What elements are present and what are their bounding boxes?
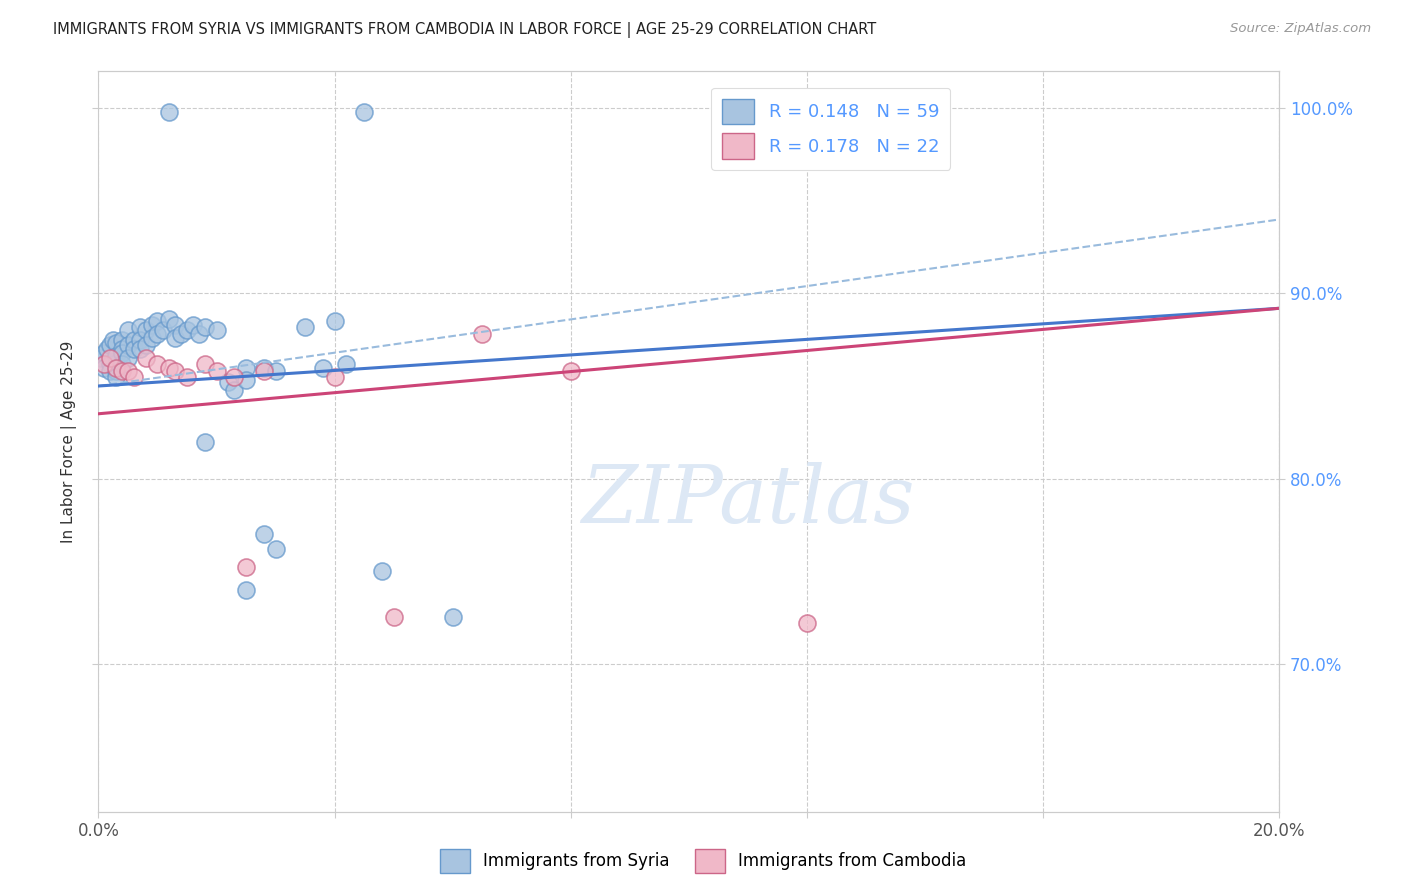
Point <box>471 327 494 342</box>
Point <box>194 319 217 334</box>
Point <box>141 318 163 332</box>
Point <box>98 338 121 352</box>
Point <box>105 350 128 364</box>
Point <box>111 345 134 359</box>
Point <box>294 319 316 334</box>
Point <box>312 360 335 375</box>
Point <box>194 357 217 371</box>
Point <box>176 323 198 337</box>
Point <box>98 357 121 371</box>
Point <box>382 610 405 624</box>
Point <box>253 364 276 378</box>
Point <box>141 331 163 345</box>
Point <box>128 333 150 347</box>
Point <box>105 336 128 351</box>
Point <box>135 351 157 366</box>
Point <box>737 105 759 120</box>
Point <box>235 360 257 375</box>
Point <box>111 364 134 378</box>
Point <box>323 369 346 384</box>
Text: IMMIGRANTS FROM SYRIA VS IMMIGRANTS FROM CAMBODIA IN LABOR FORCE | AGE 25-29 COR: IMMIGRANTS FROM SYRIA VS IMMIGRANTS FROM… <box>53 22 877 38</box>
Point <box>111 357 134 371</box>
Point <box>264 364 287 378</box>
Point <box>264 541 287 556</box>
Point <box>117 364 139 378</box>
Point <box>157 360 180 375</box>
Legend: Immigrants from Syria, Immigrants from Cambodia: Immigrants from Syria, Immigrants from C… <box>433 842 973 880</box>
Point <box>93 357 115 371</box>
Point <box>93 345 115 359</box>
Point <box>323 314 346 328</box>
Point <box>253 527 276 541</box>
Text: Source: ZipAtlas.com: Source: ZipAtlas.com <box>1230 22 1371 36</box>
Point <box>135 323 157 337</box>
Point <box>117 338 139 352</box>
Point <box>103 333 125 347</box>
Point <box>796 615 818 630</box>
Point <box>105 364 128 378</box>
Point <box>157 105 180 120</box>
Point <box>181 318 204 332</box>
Point <box>111 333 134 347</box>
Point <box>122 342 145 356</box>
Point <box>98 364 121 378</box>
Point <box>224 383 246 397</box>
Point <box>122 369 145 384</box>
Point <box>146 314 169 328</box>
Point <box>441 610 464 624</box>
Point <box>165 364 187 378</box>
Point <box>253 360 276 375</box>
Point <box>235 560 257 574</box>
Point <box>205 323 228 337</box>
Y-axis label: In Labor Force | Age 25-29: In Labor Force | Age 25-29 <box>60 341 77 542</box>
Point <box>737 105 759 120</box>
Point <box>146 327 169 342</box>
Point <box>187 327 209 342</box>
Point <box>117 323 139 337</box>
Legend: R = 0.148   N = 59, R = 0.178   N = 22: R = 0.148 N = 59, R = 0.178 N = 22 <box>711 87 950 169</box>
Point <box>157 312 180 326</box>
Point <box>176 369 198 384</box>
Point <box>224 369 246 384</box>
Point <box>560 364 582 378</box>
Point <box>98 351 121 366</box>
Point <box>146 357 169 371</box>
Point <box>194 434 217 449</box>
Point <box>105 369 128 384</box>
Point <box>128 342 150 356</box>
Point <box>335 357 357 371</box>
Point <box>122 333 145 347</box>
Point <box>165 318 187 332</box>
Point <box>111 342 134 356</box>
Point <box>353 105 375 120</box>
Point <box>93 360 115 375</box>
Point <box>235 374 257 388</box>
Point <box>117 351 139 366</box>
Point <box>217 376 239 390</box>
Point <box>235 582 257 597</box>
Point <box>135 338 157 352</box>
Point <box>90 351 112 366</box>
Point <box>170 327 193 342</box>
Point <box>371 564 394 578</box>
Point <box>165 331 187 345</box>
Point <box>152 323 174 337</box>
Text: ZIPatlas: ZIPatlas <box>581 462 915 540</box>
Point <box>128 319 150 334</box>
Point <box>105 360 128 375</box>
Point <box>96 342 118 356</box>
Point <box>205 364 228 378</box>
